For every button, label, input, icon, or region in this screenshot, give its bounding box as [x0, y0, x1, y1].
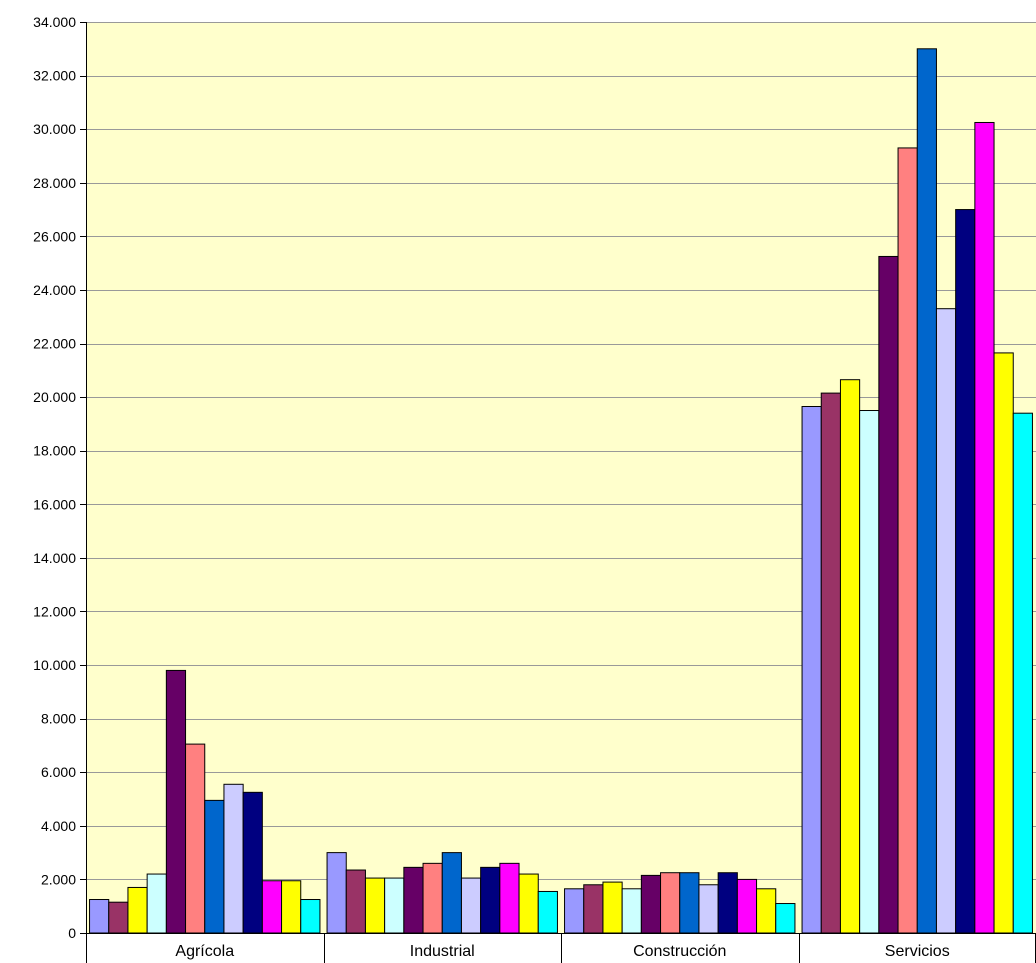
- y-tick-label: 26.000: [33, 228, 76, 244]
- y-tick-label: 4.000: [41, 818, 76, 834]
- bar: [223, 783, 244, 934]
- x-category-label: Construcción: [633, 943, 726, 960]
- y-tick-label: 20.000: [33, 389, 76, 405]
- bar: [602, 881, 623, 934]
- y-tick-label: 28.000: [33, 175, 76, 191]
- y-tick-label: 8.000: [41, 711, 76, 727]
- gridlines: [86, 22, 1036, 880]
- bar: [993, 352, 1014, 934]
- bar: [261, 880, 283, 934]
- bar: [717, 872, 738, 934]
- y-tick-label: 18.000: [33, 443, 76, 459]
- bar: [204, 799, 225, 934]
- bar: [384, 877, 405, 934]
- bar: [955, 209, 976, 934]
- bar: [242, 791, 263, 934]
- bar: [878, 255, 899, 934]
- bar: [422, 862, 443, 934]
- bar: [820, 392, 841, 934]
- bar: [839, 379, 861, 934]
- y-tick-label: 24.000: [33, 282, 76, 298]
- bar: [300, 899, 321, 934]
- bar: [326, 852, 347, 934]
- y-tick-label: 30.000: [33, 121, 76, 137]
- bar: [364, 877, 386, 934]
- bar: [146, 873, 167, 934]
- bar: [916, 48, 937, 934]
- y-tick-label: 6.000: [41, 764, 76, 780]
- bar: [281, 880, 302, 934]
- bar: [897, 147, 918, 934]
- bar: [480, 866, 501, 934]
- bar: [441, 852, 462, 934]
- bar: [537, 890, 558, 934]
- bar: [775, 903, 796, 934]
- bar: [499, 862, 520, 934]
- bar: [460, 877, 482, 934]
- bar: [756, 888, 777, 934]
- y-tick-label: 14.000: [33, 550, 76, 566]
- bar: [679, 872, 700, 934]
- bar: [621, 888, 642, 934]
- bar: [935, 308, 957, 934]
- bar: [89, 899, 110, 934]
- x-category-labels: Agrícola Industrial Construcción Servicios: [175, 943, 949, 960]
- bar: [564, 888, 585, 934]
- bar: [518, 873, 539, 934]
- y-tick-label: 12.000: [33, 603, 76, 619]
- axes: [80, 22, 1036, 963]
- bar: [165, 669, 187, 934]
- bar: [1012, 412, 1033, 934]
- bar: [583, 884, 604, 934]
- y-tick-label: 2.000: [41, 871, 76, 887]
- x-category-label: Industrial: [410, 943, 475, 960]
- bar: [974, 121, 995, 934]
- x-category-label: Servicios: [885, 943, 950, 960]
- bar: [736, 878, 758, 934]
- bar: [660, 872, 681, 934]
- y-tick-label: 16.000: [33, 496, 76, 512]
- bar: [345, 869, 366, 934]
- bar: [698, 884, 719, 934]
- bars: [89, 48, 1033, 934]
- x-category-label: Agrícola: [175, 943, 234, 960]
- bar: [801, 406, 822, 934]
- bar: [403, 866, 424, 934]
- bar: [127, 886, 148, 934]
- bar: [185, 743, 206, 934]
- bar: [640, 874, 662, 934]
- y-tick-label: 34.000: [33, 14, 76, 30]
- y-tick-label: 22.000: [33, 336, 76, 352]
- y-tick-labels: 0 2.000 4.000 6.000 8.000 10.000 12.000 14.000 1…: [33, 14, 76, 941]
- y-tick-label: 32.000: [33, 68, 76, 84]
- y-tick-label: 0: [68, 925, 76, 941]
- y-tick-label: 10.000: [33, 657, 76, 673]
- bar: [108, 901, 129, 934]
- bar: [859, 410, 880, 934]
